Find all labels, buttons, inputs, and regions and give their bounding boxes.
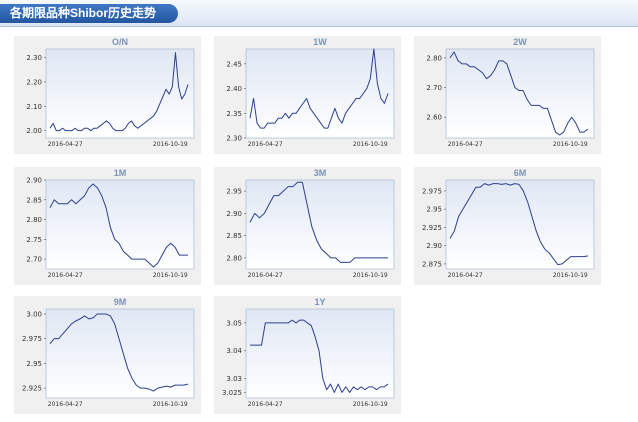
y-tick-label: 2.70	[426, 84, 442, 92]
y-tick-label: 3.025	[222, 389, 242, 397]
y-tick-label: 2.40	[226, 85, 242, 93]
x-tick-label: 2016-10-19	[553, 272, 588, 279]
series-line	[49, 313, 189, 392]
series-line	[249, 181, 388, 263]
y-tick-label: 2.90	[226, 210, 242, 218]
chart-svg: 1Y 3.025 3.03 3.04 3.05 2016-04-27 2016-10-19	[222, 297, 395, 408]
y-tick-label: 2.975	[22, 335, 42, 343]
x-tick-label: 2016-04-27	[248, 272, 283, 279]
y-tick-label: 2.60	[426, 114, 442, 122]
x-tick-label: 2016-04-27	[48, 141, 83, 148]
y-tick-label: 2.95	[226, 188, 242, 196]
y-tick-label: 2.10	[26, 103, 42, 111]
y-tick-label: 2.80	[26, 216, 42, 224]
y-tick-label: 3.03	[226, 375, 242, 383]
y-tick-label: 2.75	[26, 236, 42, 244]
chart-panel-1y: 1Y 3.025 3.03 3.04 3.05 2016-04-27 2016-10-19	[214, 296, 401, 414]
chart-panel-1m: 1M 2.70 2.75 2.80 2.85 2.90 2016-04-27 2016-10-…	[14, 167, 201, 285]
chart-svg: 1M 2.70 2.75 2.80 2.85 2.90 2016-04-27 2016-10-…	[26, 168, 195, 279]
y-tick-label: 2.925	[422, 224, 442, 232]
chart-title: 6M	[514, 168, 527, 178]
y-tick-label: 2.80	[426, 54, 442, 62]
chart-panel-on: O/N 2.00 2.10 2.20 2.30 2016-04-27 2016-10-19	[14, 36, 201, 154]
chart-panel-2w: 2W 2.60 2.70 2.80 2016-04-27 2016-10-19	[414, 36, 601, 154]
chart-svg: 1W 2.30 2.35 2.40 2.45 2016-04-27 2016-10-19	[226, 37, 395, 148]
y-tick-label: 2.80	[226, 254, 242, 262]
plot-area	[245, 308, 395, 399]
series-line	[449, 51, 589, 136]
x-tick-label: 2016-10-19	[153, 141, 188, 148]
x-tick-label: 2016-04-27	[48, 401, 83, 408]
x-tick-label: 2016-10-19	[353, 401, 388, 408]
y-tick-label: 3.05	[226, 319, 242, 327]
y-tick-label: 2.975	[422, 187, 442, 195]
chart-title: 2W	[513, 37, 527, 47]
chart-panel-9m: 9M 2.925 2.95 2.975 3.00 2016-04-27 2016-10-19	[14, 296, 201, 414]
chart-panel-3m: 3M 2.80 2.85 2.90 2.95 2016-04-27 2016-10-19	[214, 167, 401, 285]
chart-svg: 9M 2.925 2.95 2.975 3.00 2016-04-27 2016-10-19	[22, 297, 195, 408]
plot-area	[445, 48, 595, 139]
y-tick-label: 2.30	[226, 135, 242, 143]
page-title: 各期限品种Shibor历史走势	[0, 4, 178, 23]
y-tick-label: 2.70	[26, 256, 42, 264]
y-tick-label: 3.00	[26, 310, 42, 318]
y-tick-label: 2.85	[226, 232, 242, 240]
x-tick-label: 2016-04-27	[448, 141, 483, 148]
plot-area	[45, 308, 195, 399]
y-tick-label: 2.30	[26, 54, 42, 62]
chart-title: 3M	[314, 168, 327, 178]
chart-title: 1M	[114, 168, 127, 178]
x-tick-label: 2016-04-27	[248, 141, 283, 148]
series-line	[49, 52, 189, 132]
plot-area	[45, 179, 195, 270]
x-tick-label: 2016-10-19	[353, 141, 388, 148]
y-tick-label: 2.00	[26, 127, 42, 135]
page-header: 各期限品种Shibor历史走势	[0, 0, 638, 27]
y-tick-label: 2.35	[226, 110, 242, 118]
series-line	[49, 183, 188, 268]
y-tick-label: 2.875	[422, 260, 442, 268]
y-tick-label: 2.95	[26, 360, 42, 368]
y-tick-label: 2.925	[22, 385, 42, 393]
x-tick-label: 2016-04-27	[448, 272, 483, 279]
series-line	[250, 319, 389, 393]
y-tick-label: 2.20	[26, 78, 42, 86]
plot-area	[245, 179, 395, 270]
chart-title: 1W	[313, 37, 327, 47]
y-tick-label: 3.04	[226, 347, 242, 355]
x-tick-label: 2016-04-27	[48, 272, 83, 279]
x-tick-label: 2016-10-19	[153, 272, 188, 279]
chart-svg: O/N 2.00 2.10 2.20 2.30 2016-04-27 2016-10-19	[26, 37, 195, 148]
chart-svg: 3M 2.80 2.85 2.90 2.95 2016-04-27 2016-10-19	[226, 168, 395, 279]
chart-svg: 6M 2.875 2.90 2.925 2.95 2.975 2016-04-27 2016-…	[422, 168, 595, 279]
plot-area	[445, 179, 595, 270]
chart-svg: 2W 2.60 2.70 2.80 2016-04-27 2016-10-19	[426, 37, 595, 148]
x-tick-label: 2016-10-19	[353, 272, 388, 279]
x-tick-label: 2016-10-19	[553, 141, 588, 148]
chart-title: 1Y	[314, 297, 325, 307]
plot-area	[45, 48, 195, 139]
chart-panel-6m: 6M 2.875 2.90 2.925 2.95 2.975 2016-04-27 2016-…	[414, 167, 601, 285]
series-line	[249, 48, 389, 129]
chart-title: O/N	[112, 37, 128, 47]
y-tick-label: 2.90	[426, 242, 442, 250]
y-tick-label: 2.95	[426, 206, 442, 214]
y-tick-label: 2.45	[226, 60, 242, 68]
series-line	[449, 183, 589, 266]
x-tick-label: 2016-04-27	[248, 401, 283, 408]
y-tick-label: 2.90	[26, 177, 42, 185]
chart-title: 9M	[114, 297, 127, 307]
x-tick-label: 2016-10-19	[153, 401, 188, 408]
y-tick-label: 2.85	[26, 196, 42, 204]
chart-panel-1w: 1W 2.30 2.35 2.40 2.45 2016-04-27 2016-10-19	[214, 36, 401, 154]
